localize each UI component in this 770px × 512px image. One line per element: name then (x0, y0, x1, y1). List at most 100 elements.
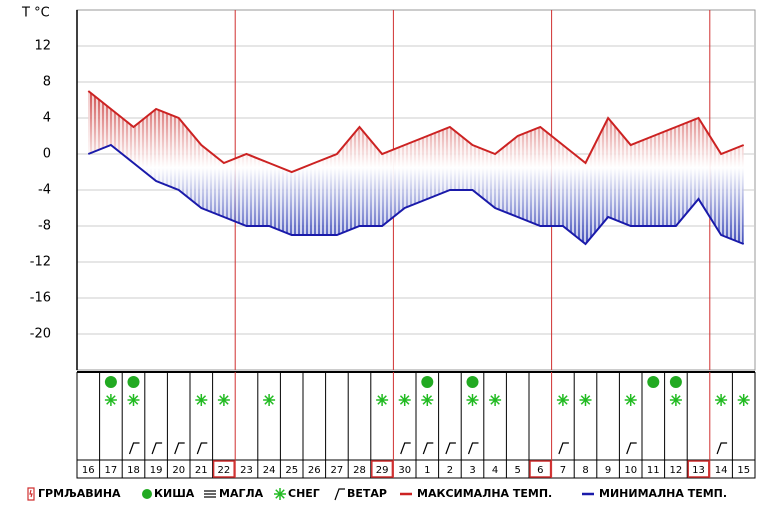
day-highlight (529, 460, 552, 478)
snow-icon (669, 394, 682, 406)
y-tick-label: -20 (30, 327, 51, 342)
x-tick-label: 1 (424, 465, 430, 476)
legend-thunder (27, 487, 35, 501)
x-tick-label: 21 (195, 465, 208, 476)
legend-label: ВЕТАР (347, 487, 387, 500)
wind-icon (445, 442, 456, 455)
wind-stroke (196, 442, 208, 455)
snow-icon (274, 488, 286, 500)
x-tick-label: 27 (331, 465, 344, 476)
snow-stroke (377, 395, 387, 405)
snow-stroke (399, 395, 410, 405)
wind-stroke (400, 442, 411, 455)
x-tick-label: 25 (285, 465, 298, 476)
day-highlight (212, 460, 235, 478)
rain-icon (104, 376, 117, 388)
x-tick-label: 18 (127, 465, 140, 476)
wind-stroke (151, 442, 163, 455)
snow-stroke (467, 395, 478, 405)
wind-stroke (128, 442, 140, 455)
y-tick-label: 0 (43, 147, 51, 162)
temp-band-stripes (88, 91, 744, 244)
wind-icon (626, 442, 637, 455)
x-tick-label: 4 (492, 465, 498, 476)
wind-icon (558, 442, 569, 455)
wind-icon (196, 442, 208, 455)
x-tick-label: 16 (82, 465, 95, 476)
wind-icon (151, 442, 163, 455)
x-tick-label: 5 (515, 465, 521, 476)
snow-stroke (106, 395, 116, 405)
legend-label: МАГЛА (219, 487, 264, 500)
x-tick-label: 2 (447, 465, 453, 476)
rain-icon (669, 376, 682, 388)
x-tick-label: 14 (715, 465, 728, 476)
wind-stroke (174, 442, 185, 455)
snow-stroke (558, 395, 568, 405)
snow-stroke (196, 395, 207, 405)
x-tick-label: 10 (624, 465, 637, 476)
temp-line (87, 143, 745, 246)
x-tick-label: 3 (469, 465, 475, 476)
snow-icon (579, 394, 592, 406)
snow-stroke (490, 395, 500, 405)
legend-label: ГРМЉАВИНА (38, 487, 121, 500)
temp-line (87, 90, 745, 174)
snow-icon (466, 394, 479, 406)
legend-rain-icon (142, 489, 152, 499)
snow-stroke (264, 395, 274, 405)
snow-icon (376, 394, 389, 406)
y-tick-label: 8 (43, 75, 51, 90)
snow-icon (556, 394, 569, 406)
wind-stroke (467, 442, 479, 455)
snow-stroke (716, 395, 726, 405)
snow-stroke (219, 395, 229, 405)
snow-stroke (625, 395, 636, 405)
wind-stroke (445, 442, 456, 455)
day-highlight (371, 460, 394, 478)
x-tick-label: 13 (692, 465, 705, 476)
snow-icon (624, 394, 637, 406)
rain-icon (127, 376, 140, 388)
legend-label: МИНИМАЛНА ТЕМП. (599, 487, 727, 500)
x-tick-label: 23 (240, 465, 253, 476)
wind-icon (467, 442, 479, 455)
thunder-icon (27, 487, 35, 501)
y-axis-label: T °C (21, 6, 50, 21)
x-tick-label: 22 (218, 465, 231, 476)
x-tick-label: 15 (737, 465, 750, 476)
snow-stroke (671, 395, 681, 405)
day-highlight (687, 460, 710, 478)
snow-icon (195, 394, 208, 406)
y-tick-label: 4 (43, 111, 51, 126)
snow-stroke (275, 489, 285, 499)
wind-stroke (626, 442, 637, 455)
snow-stroke (128, 395, 139, 405)
snow-icon (737, 394, 750, 406)
wind-stroke (716, 442, 728, 455)
legend-label: СНЕГ (288, 487, 320, 500)
wind-icon (334, 488, 345, 501)
x-tick-label: 9 (605, 465, 611, 476)
legend-label: МАКСИМАЛНА ТЕМП. (417, 487, 552, 500)
y-tick-label: -16 (30, 291, 51, 306)
rain-icon (647, 376, 660, 388)
x-tick-label: 26 (308, 465, 321, 476)
x-tick-label: 17 (105, 465, 118, 476)
snow-icon (127, 394, 140, 406)
x-tick-label: 8 (582, 465, 588, 476)
wind-icon (400, 442, 411, 455)
y-tick-label: -12 (30, 255, 51, 270)
rain-icon (466, 376, 479, 388)
x-tick-label: 29 (376, 465, 389, 476)
snow-icon (489, 394, 502, 406)
snow-icon (104, 394, 117, 406)
snow-icon (421, 394, 434, 406)
x-tick-label: 11 (647, 465, 660, 476)
wind-icon (422, 442, 434, 455)
wind-icon (174, 442, 185, 455)
snow-icon (715, 394, 728, 406)
snow-icon (398, 394, 411, 406)
x-tick-label: 30 (398, 465, 411, 476)
